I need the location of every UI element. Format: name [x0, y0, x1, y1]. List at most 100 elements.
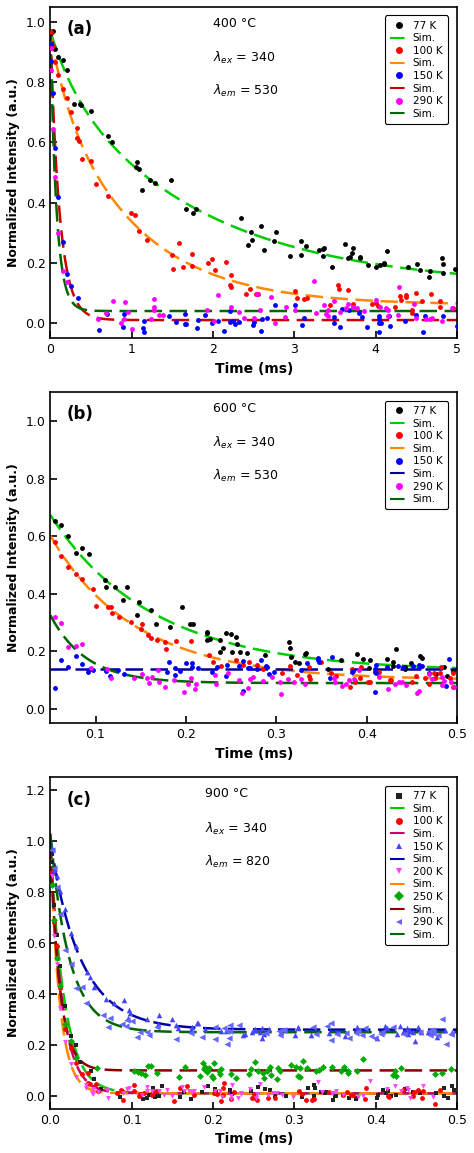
Point: [102, 303, 110, 322]
Point: [147, 310, 155, 329]
Point: [190, 1086, 198, 1105]
Point: [342, 299, 349, 317]
Point: [239, 681, 246, 700]
Point: [429, 1022, 437, 1040]
Point: [220, 1075, 228, 1093]
Point: [181, 315, 189, 333]
Point: [392, 1085, 400, 1103]
Point: [328, 1031, 335, 1049]
Point: [314, 1072, 322, 1091]
Point: [52, 39, 59, 58]
Point: [265, 665, 273, 684]
Point: [438, 668, 446, 686]
Point: [284, 670, 292, 688]
Point: [354, 1087, 362, 1106]
Point: [67, 956, 74, 974]
Point: [75, 131, 83, 150]
Point: [414, 1018, 422, 1037]
Point: [188, 657, 196, 676]
Point: [175, 234, 182, 253]
Point: [56, 956, 64, 974]
Point: [297, 661, 305, 679]
Point: [61, 997, 69, 1016]
Point: [352, 1091, 360, 1109]
Point: [385, 307, 392, 325]
Point: [275, 1023, 283, 1041]
Point: [73, 1054, 80, 1072]
Point: [191, 1083, 198, 1101]
Point: [281, 1022, 288, 1040]
Point: [404, 1082, 411, 1100]
Point: [351, 672, 359, 691]
Point: [333, 666, 340, 685]
Point: [376, 297, 383, 316]
Point: [429, 1024, 437, 1042]
Point: [64, 657, 72, 676]
Point: [345, 1088, 353, 1107]
Point: [96, 321, 103, 339]
Point: [67, 1027, 74, 1046]
Point: [412, 284, 419, 302]
Point: [143, 669, 150, 687]
Point: [48, 867, 56, 886]
Point: [364, 256, 372, 274]
Legend: 77 K, Sim., 100 K, Sim., 150 K, Sim., 290 K, Sim.: 77 K, Sim., 100 K, Sim., 150 K, Sim., 29…: [385, 401, 448, 510]
Point: [144, 626, 151, 645]
Point: [351, 672, 358, 691]
Point: [136, 160, 143, 179]
Point: [183, 1077, 191, 1095]
Point: [198, 1083, 206, 1101]
Point: [149, 1084, 156, 1102]
Point: [281, 308, 289, 326]
Point: [67, 1055, 74, 1073]
Point: [203, 1063, 210, 1082]
Point: [421, 307, 429, 325]
Point: [187, 1090, 194, 1108]
Point: [295, 1083, 303, 1101]
Point: [146, 171, 154, 189]
Point: [399, 658, 406, 677]
Point: [214, 286, 222, 304]
Point: [273, 1070, 281, 1088]
Point: [372, 683, 379, 701]
Point: [251, 1020, 259, 1039]
Point: [366, 1071, 374, 1090]
Point: [130, 669, 138, 687]
Point: [163, 1080, 171, 1099]
Point: [200, 1060, 208, 1078]
Point: [122, 293, 129, 311]
Point: [305, 666, 313, 685]
Point: [117, 1080, 125, 1099]
Point: [145, 673, 153, 692]
Point: [191, 680, 199, 699]
Point: [147, 601, 155, 619]
Point: [410, 1087, 417, 1106]
Point: [358, 308, 365, 326]
Point: [231, 1083, 238, 1101]
Point: [138, 615, 146, 633]
Point: [447, 1025, 455, 1043]
Point: [84, 963, 91, 981]
Point: [292, 296, 299, 315]
Point: [182, 199, 190, 218]
Point: [317, 653, 324, 671]
Point: [415, 681, 423, 700]
Point: [148, 1082, 156, 1100]
Point: [211, 261, 219, 279]
Point: [67, 924, 74, 942]
Point: [130, 1062, 137, 1080]
Point: [220, 322, 228, 340]
Point: [144, 1090, 151, 1108]
Text: $\lambda_{ex}$ = 340: $\lambda_{ex}$ = 340: [213, 435, 275, 451]
Point: [324, 660, 332, 678]
Point: [253, 285, 260, 303]
Text: 400 °C: 400 °C: [213, 17, 256, 30]
Point: [78, 570, 86, 588]
Point: [152, 615, 160, 633]
Point: [73, 1048, 80, 1067]
Point: [117, 314, 125, 332]
Text: $\lambda_{ex}$ = 340: $\lambda_{ex}$ = 340: [213, 50, 275, 66]
Point: [256, 1075, 264, 1093]
Point: [319, 240, 327, 258]
Point: [47, 35, 55, 53]
